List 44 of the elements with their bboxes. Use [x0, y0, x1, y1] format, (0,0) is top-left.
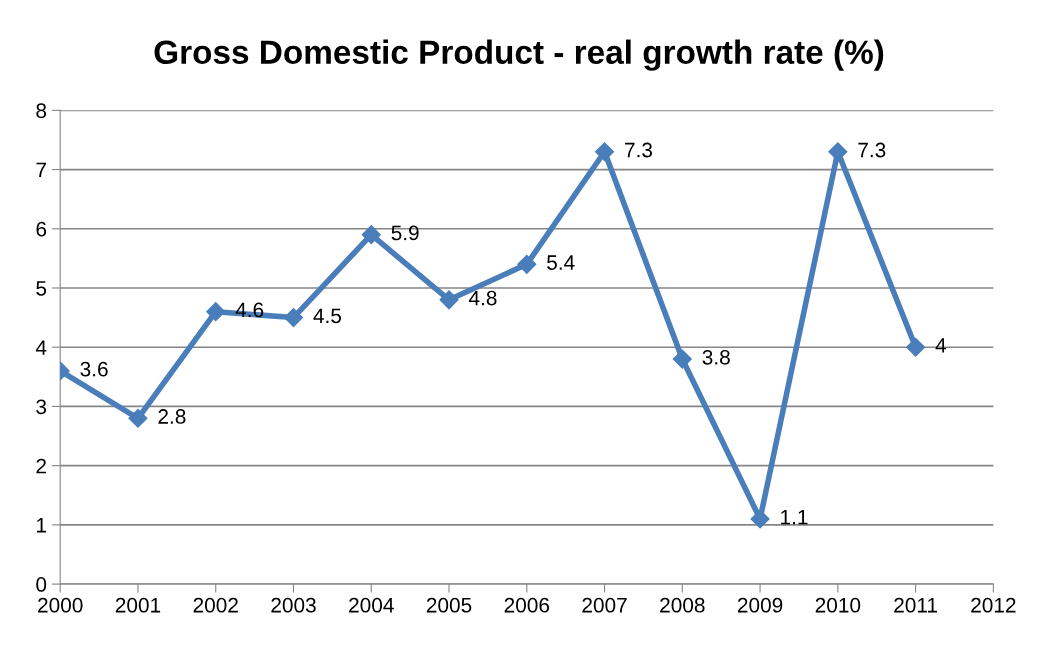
x-tick-label: 2005	[426, 597, 472, 613]
y-tick-label: 2	[36, 458, 46, 474]
point	[595, 142, 615, 162]
y-tick-label: 6	[36, 221, 47, 237]
point	[672, 349, 692, 369]
y-tick-label: 1	[37, 518, 46, 533]
x-tick-label: 2011	[894, 597, 937, 613]
y-tick-label: 5	[36, 281, 47, 296]
x-tick-label: 2008	[660, 597, 705, 613]
data-label: 5.9	[391, 225, 419, 241]
data-label: 4.5	[313, 308, 342, 324]
y-tick-label: 0	[36, 577, 47, 592]
x-tick-label: 2000	[38, 597, 83, 613]
data-label: 3.8	[702, 349, 730, 365]
data-label: 4	[935, 338, 947, 353]
x-tick-label: 2003	[271, 597, 316, 613]
point	[283, 308, 304, 328]
point	[906, 337, 926, 357]
x-tick-label: 2007	[582, 597, 627, 613]
y-tick-label: 7	[36, 162, 46, 178]
data-label: 4.8	[468, 290, 497, 306]
point	[517, 254, 537, 274]
point	[206, 302, 226, 322]
y-tick-label: 3	[36, 399, 47, 415]
y-tick-label: 4	[35, 340, 47, 355]
x-tick-label: 2010	[815, 597, 861, 613]
x-tick-label: 2006	[504, 597, 550, 613]
data-label: 3.6	[80, 361, 108, 377]
data-label: 7.3	[858, 142, 886, 158]
x-tick-label: 2009	[737, 597, 783, 613]
data-label: 2.8	[158, 409, 186, 424]
x-tick-label: 2002	[193, 597, 238, 613]
data-label: 1.1	[781, 510, 808, 525]
x-tick-label: 2012	[971, 597, 1016, 613]
point	[128, 408, 148, 428]
y-tick-label: 8	[36, 103, 47, 119]
data-label: 7.3	[625, 142, 653, 158]
x-tick-label: 2004	[349, 597, 394, 613]
point	[361, 225, 381, 245]
point	[439, 290, 459, 310]
point	[750, 509, 770, 529]
chart-title: Gross Domestic Product - real growth rate (%)	[154, 39, 884, 71]
x-tick-label: 2001	[115, 597, 161, 613]
data-label: 5.4	[547, 255, 575, 270]
